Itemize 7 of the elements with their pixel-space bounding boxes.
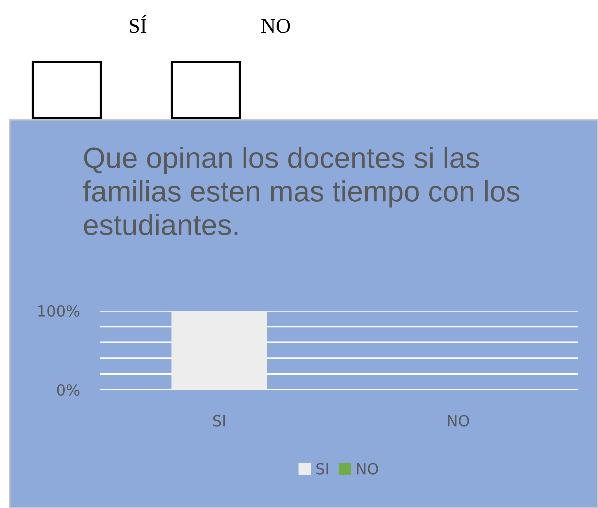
text: SÍ [130, 15, 147, 34]
chart-title: Que opinan los docentes si las familias esten mas tiempo con los estudiantes. [83, 147, 520, 236]
y-tick-label: 0% [57, 384, 80, 396]
y-tick-label: 100% [38, 305, 80, 318]
legend-label: NO [357, 463, 378, 475]
text: NO [262, 19, 290, 34]
legend-label: SI [316, 463, 328, 475]
